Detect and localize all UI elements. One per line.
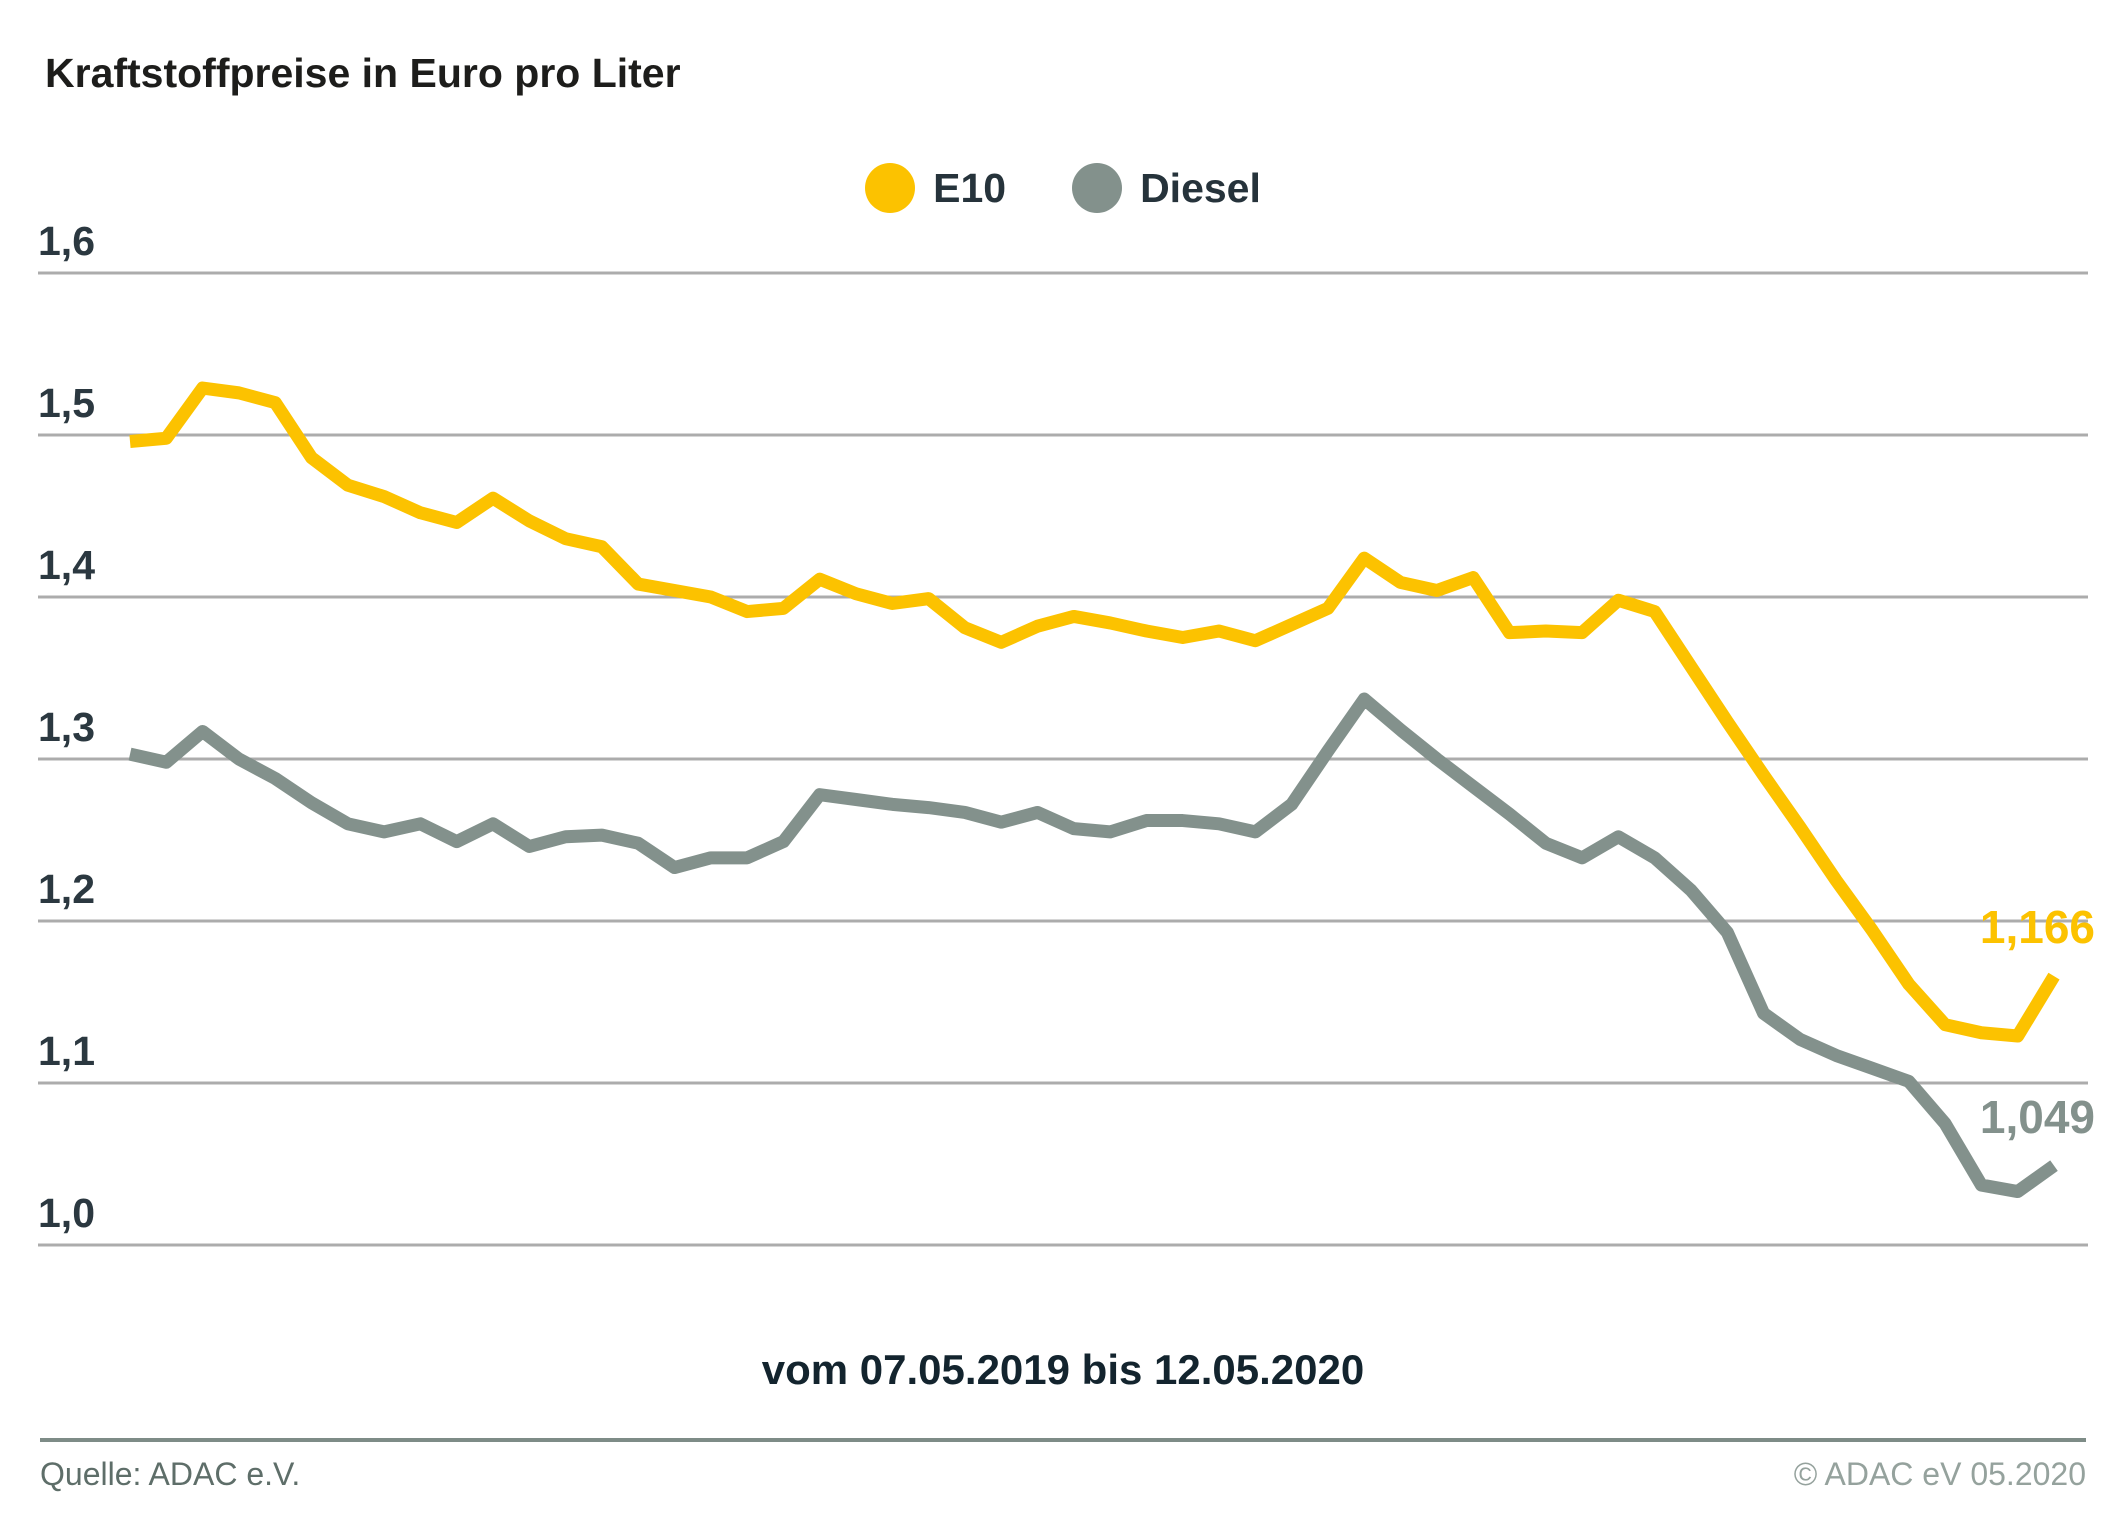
footer-copyright-text: © ADAC eV 05.2020	[1793, 1456, 2086, 1492]
e10-line	[129, 381, 2060, 1043]
y-axis-label: 1,2	[38, 866, 95, 912]
legend-item-diesel: Diesel	[1072, 163, 1261, 213]
y-axis-label: 1,6	[38, 218, 95, 264]
y-axis-label: 1,1	[38, 1028, 95, 1074]
e10-legend-label: E10	[933, 164, 1007, 211]
diesel-end-value-label: 1,049	[1979, 1090, 2095, 1143]
diesel-legend-label: Diesel	[1140, 164, 1261, 211]
e10-legend-dot-icon	[865, 163, 916, 213]
series-lines	[128, 381, 2060, 1199]
y-axis-label: 1,5	[38, 380, 95, 426]
e10-end-value-label: 1,166	[1979, 901, 2095, 954]
y-axis-label: 1,0	[38, 1190, 95, 1236]
chart-title: Kraftstoffpreise in Euro pro Liter	[45, 50, 681, 96]
x-axis-caption: vom 07.05.2019 bis 12.05.2020	[761, 1346, 1365, 1393]
diesel-legend-dot-icon	[1072, 163, 1123, 213]
y-axis-label: 1,3	[38, 704, 95, 750]
diesel-line	[128, 692, 2058, 1199]
gridlines	[38, 271, 2088, 1247]
footer-source-text: Quelle: ADAC e.V.	[40, 1456, 301, 1492]
y-axis-label: 1,4	[38, 542, 95, 588]
footer-divider	[40, 1438, 2086, 1442]
legend-item-e10: E10	[865, 163, 1006, 213]
legend: E10 Diesel	[0, 163, 2126, 213]
